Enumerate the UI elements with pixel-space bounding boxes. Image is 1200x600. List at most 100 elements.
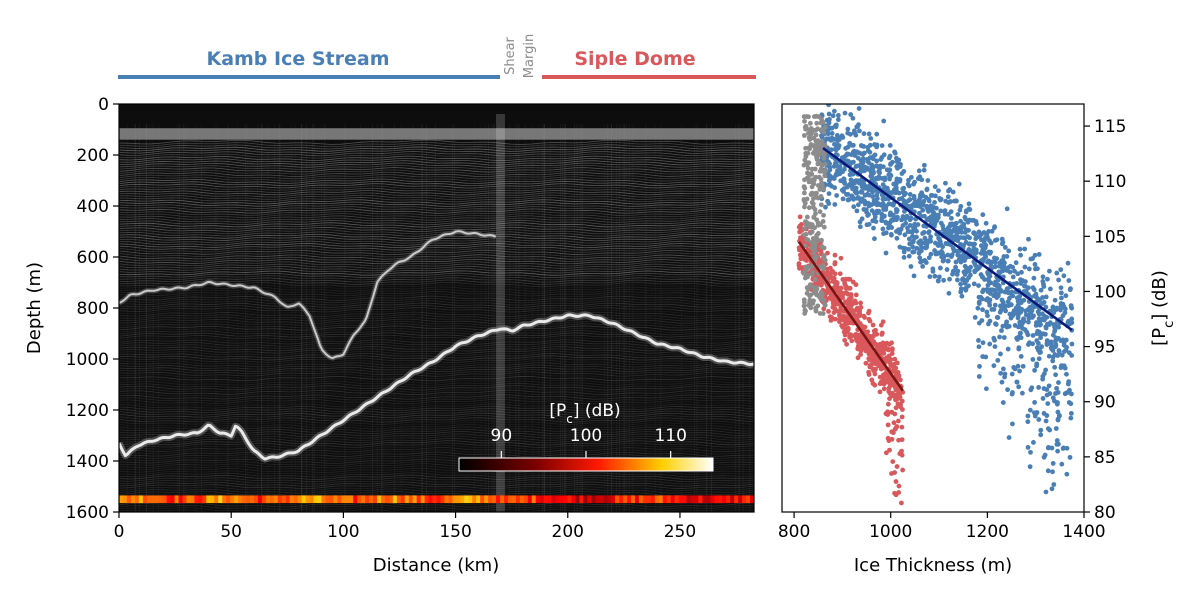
- scatter-point-kamb: [966, 201, 972, 207]
- power-strip-cell: [257, 495, 263, 504]
- scatter-point-shear: [815, 138, 821, 144]
- scatter-point-kamb: [955, 277, 960, 283]
- scatter-point-kamb: [918, 248, 924, 254]
- power-strip-cell: [329, 495, 334, 504]
- scatter-point-kamb: [1058, 267, 1064, 273]
- scatter-point-kamb: [857, 128, 862, 134]
- scatter-point-kamb: [931, 213, 937, 219]
- power-strip-cell: [444, 495, 450, 504]
- radar-layer-line: [119, 320, 754, 327]
- colorbar-label-main: [P: [549, 401, 566, 421]
- x-tick-label: 100: [327, 522, 359, 542]
- radar-layer-line: [119, 249, 754, 256]
- scatter-point-shear: [803, 145, 809, 151]
- scatter-point-siple: [848, 292, 854, 297]
- radar-layer-line: [119, 291, 754, 297]
- scatter-point-kamb: [1003, 308, 1008, 314]
- scatter-point-siple: [898, 402, 903, 407]
- power-strip-cell: [742, 495, 747, 504]
- radar-layer-line: [119, 438, 754, 444]
- power-strip-cell: [400, 495, 406, 504]
- scatter-point-shear: [813, 148, 819, 154]
- scatter-point-shear: [812, 243, 818, 249]
- scatter-point-kamb: [1040, 274, 1046, 280]
- radar-layer-line: [119, 470, 754, 476]
- radar-layer-line: [119, 215, 754, 221]
- radar-layer-line: [119, 369, 754, 375]
- scatter-point-kamb: [825, 136, 831, 142]
- scatter-point-siple: [833, 308, 839, 314]
- colorbar: [458, 457, 714, 472]
- radar-layer-line: [119, 401, 754, 407]
- scatter-point-kamb: [951, 228, 957, 234]
- scatter-point-shear: [819, 182, 825, 188]
- scatter-point-siple: [893, 479, 899, 484]
- scatter-point-kamb: [916, 168, 922, 174]
- scatter-point-siple: [872, 382, 878, 388]
- scatter-point-kamb: [1049, 445, 1055, 451]
- scatter-point-kamb: [1061, 363, 1067, 369]
- scatter-point-kamb: [842, 181, 848, 186]
- scatter-point-siple: [832, 316, 838, 322]
- scatter-point-kamb: [1028, 449, 1033, 455]
- scatter-point-kamb: [974, 267, 979, 273]
- scatter-point-kamb: [893, 181, 899, 186]
- scatter-point-kamb: [955, 212, 961, 217]
- scatter-point-kamb: [949, 254, 954, 259]
- scatter-point-kamb: [906, 183, 912, 189]
- power-strip-cell: [432, 495, 438, 504]
- power-strip-cell: [301, 495, 307, 504]
- scatter-point-kamb: [897, 244, 903, 250]
- scatter-point-kamb: [981, 230, 987, 235]
- power-strip-cell: [555, 495, 561, 504]
- radar-layer-line: [119, 277, 754, 283]
- scatter-point-kamb: [976, 283, 981, 288]
- power-strip-cell: [567, 495, 573, 504]
- power-strip-cell: [202, 495, 207, 504]
- scatter-point-siple: [862, 342, 868, 348]
- scatter-point-kamb: [1025, 419, 1031, 425]
- scatter-point-kamb: [958, 259, 964, 265]
- scatter-point-kamb: [872, 236, 877, 242]
- y-tick-label: 80: [1094, 503, 1116, 523]
- scatter-point-kamb: [827, 167, 833, 173]
- scatter-point-kamb: [956, 181, 962, 187]
- scatter-point-kamb: [958, 254, 963, 259]
- scatter-point-kamb: [1055, 390, 1061, 395]
- scatter-point-kamb: [888, 232, 894, 237]
- scatter-point-siple: [799, 266, 805, 271]
- scatter-point-kamb: [937, 265, 943, 271]
- scatter-point-kamb: [1037, 348, 1043, 354]
- scatter-point-kamb: [1025, 413, 1031, 419]
- scatter-point-kamb: [1031, 293, 1037, 299]
- scatter-point-kamb: [876, 208, 882, 214]
- scatter-point-kamb: [888, 173, 894, 179]
- radar-layer-line: [119, 412, 754, 418]
- scatter-point-kamb: [1037, 297, 1042, 303]
- scatter-point-siple: [797, 214, 803, 220]
- colorbar-tick-label: 100: [570, 426, 602, 446]
- radar-layer-line: [119, 270, 754, 276]
- scatter-point-kamb: [901, 255, 907, 260]
- scatter-point-siple: [858, 348, 864, 354]
- scatter-point-kamb: [992, 337, 997, 343]
- radar-layer-line: [119, 302, 754, 308]
- power-strip-cell: [126, 495, 132, 504]
- scatter-point-kamb: [845, 130, 851, 136]
- scatter-point-siple: [853, 333, 859, 339]
- radar-layer-line: [119, 293, 754, 299]
- scatter-point-kamb: [975, 305, 981, 311]
- scatter-point-siple: [891, 361, 897, 367]
- scatter-xlabel: Ice Thickness (m): [854, 555, 1012, 576]
- scatter-point-siple: [900, 467, 906, 473]
- scatter-point-kamb: [971, 217, 977, 223]
- scatter-point-kamb: [1049, 486, 1055, 492]
- scatter-point-kamb: [881, 118, 887, 124]
- scatter-point-kamb: [1015, 298, 1021, 304]
- radar-layer-line: [119, 139, 754, 145]
- scatter-point-shear: [821, 253, 827, 259]
- radar-layer-line: [119, 208, 754, 214]
- scatter-point-shear: [808, 142, 814, 147]
- scatter-point-kamb: [998, 370, 1004, 376]
- scatter-point-kamb: [1038, 335, 1043, 341]
